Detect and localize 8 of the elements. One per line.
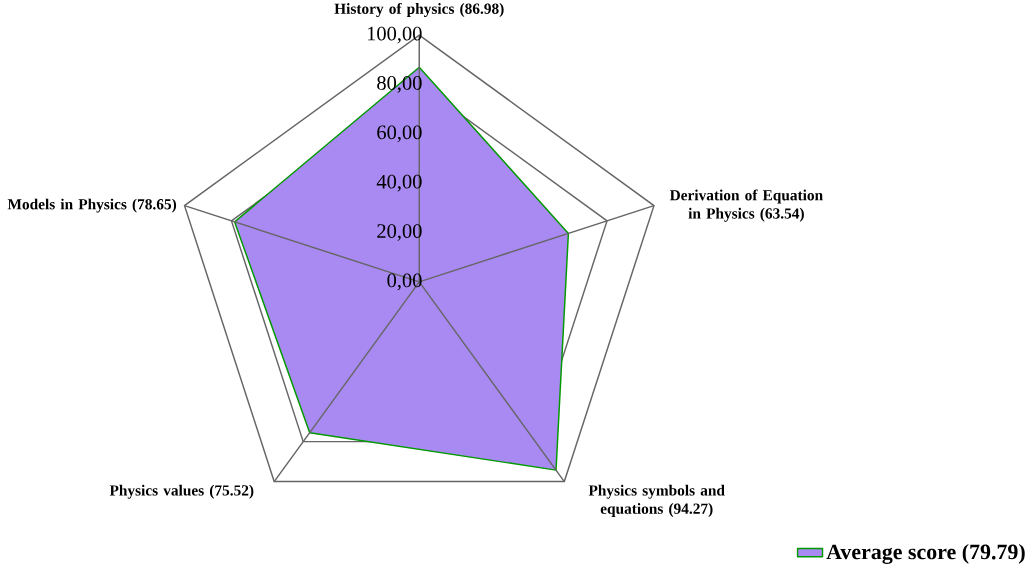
y-tick-label: 100,00 [367, 26, 422, 44]
spoke-label: History of physics (86.98) [334, 2, 504, 17]
spoke-label: Physics values (75.52) [109, 484, 254, 499]
spoke-label: Models in Physics (78.65) [7, 198, 177, 213]
spoke-label: Physics symbols and equations (94.27) [588, 484, 725, 517]
spoke-label: Derivation of Equation in Physics (63.54) [669, 189, 823, 222]
legend-label: Average score (79.79) [826, 543, 1025, 564]
y-tick-label: 0,00 [387, 273, 422, 291]
